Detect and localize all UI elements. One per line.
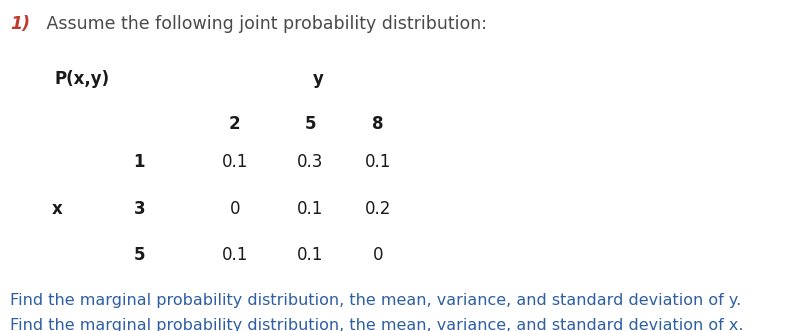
Text: 0: 0 [229,200,240,217]
Text: Find the marginal probability distribution, the mean, variance, and standard dev: Find the marginal probability distributi… [10,293,742,308]
Text: Find the marginal probability distribution, the mean, variance, and standard dev: Find the marginal probability distributi… [10,318,743,331]
Text: 0.1: 0.1 [297,200,324,217]
Text: 3: 3 [134,200,145,217]
Text: 5: 5 [305,115,316,133]
Text: 5: 5 [134,246,145,264]
Text: 1: 1 [134,153,145,171]
Text: 0.3: 0.3 [297,153,324,171]
Text: x: x [52,200,63,217]
Text: y: y [313,71,324,88]
Text: 1): 1) [10,15,30,33]
Text: Assume the following joint probability distribution:: Assume the following joint probability d… [41,15,487,33]
Text: 0.1: 0.1 [365,153,392,171]
Text: 0.2: 0.2 [365,200,392,217]
Text: 0.1: 0.1 [221,246,248,264]
Text: 2: 2 [229,115,240,133]
Text: 0.1: 0.1 [221,153,248,171]
Text: P(x,y): P(x,y) [54,71,109,88]
Text: 0: 0 [373,246,384,264]
Text: 0.1: 0.1 [297,246,324,264]
Text: 8: 8 [373,115,384,133]
